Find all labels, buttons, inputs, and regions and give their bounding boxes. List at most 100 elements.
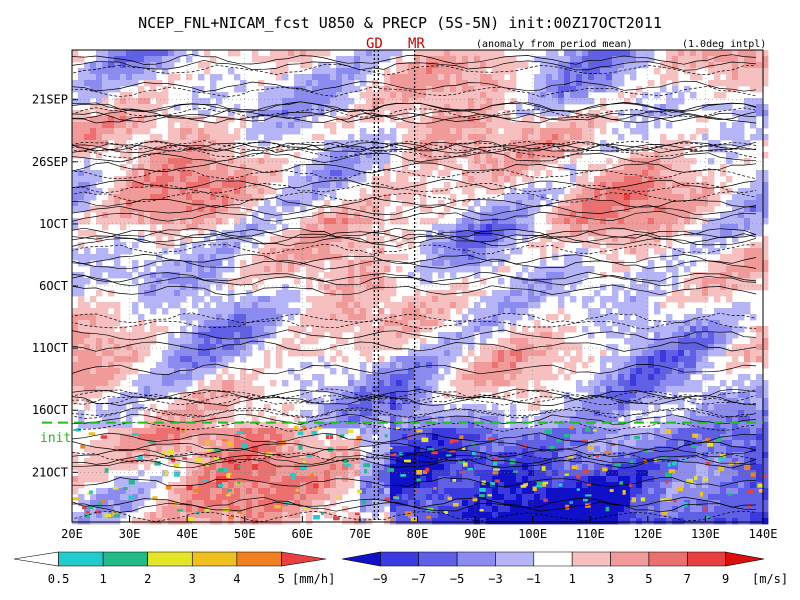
u850-cell [708, 170, 715, 177]
u850-cell [198, 380, 205, 387]
u850-cell [726, 188, 733, 195]
u850-cell [738, 80, 745, 87]
u850-cell [222, 368, 229, 375]
u850-cell [582, 56, 589, 63]
u850-cell [432, 254, 439, 261]
u850-cell [78, 110, 85, 117]
u850-cell [366, 392, 373, 399]
u850-cell [318, 404, 325, 411]
u850-cell [108, 80, 115, 87]
u850-cell [636, 404, 643, 411]
u850-cell [252, 176, 259, 183]
u850-cell [138, 62, 145, 69]
u850-cell [396, 362, 403, 369]
u850-cell [642, 164, 649, 171]
u850-cell [738, 404, 745, 411]
u850-cell [486, 122, 493, 129]
u850-cell [726, 134, 733, 141]
u850-cell [756, 74, 763, 81]
u850-cell [624, 362, 631, 369]
u850-cell [528, 332, 535, 339]
u850-cell [360, 92, 367, 99]
u850-cell [762, 260, 769, 267]
u850-cell [318, 374, 325, 381]
u850-cell [408, 170, 415, 177]
u850-cell [108, 344, 115, 351]
u850-cell [564, 404, 571, 411]
u850-cell [558, 308, 565, 315]
u850-cell [498, 338, 505, 345]
u850-cell [672, 230, 679, 237]
u850-cell [150, 260, 157, 267]
u850-cell [762, 350, 769, 357]
u850-cell [306, 308, 313, 315]
u850-cell [90, 326, 97, 333]
u850-cell [318, 98, 325, 105]
u850-cell [276, 104, 283, 111]
u850-cell [162, 200, 169, 207]
u850-cell [492, 368, 499, 375]
u850-cell [378, 290, 385, 297]
u850-cell [438, 122, 445, 129]
u850-cell [594, 74, 601, 81]
u850-cell [486, 254, 493, 261]
u850-cell [192, 368, 199, 375]
u850-cell [132, 50, 139, 57]
u850-cell [414, 146, 421, 153]
u850-cell [264, 362, 271, 369]
u850-cell [300, 224, 307, 231]
u850-cell [462, 248, 469, 255]
u850-cell [228, 176, 235, 183]
u850-cell [144, 386, 151, 393]
u850-cell [438, 266, 445, 273]
u850-cell [246, 134, 253, 141]
u850-cell [390, 50, 397, 57]
u850-cell [630, 338, 637, 345]
u850-cell [216, 404, 223, 411]
u850-cell [672, 398, 679, 405]
u850-cell [744, 344, 751, 351]
u850-cell [642, 392, 649, 399]
u850-cell [552, 158, 559, 165]
u850-cell [360, 284, 367, 291]
u850-cell [408, 74, 415, 81]
u850-cell [642, 194, 649, 201]
u850-cell [138, 116, 145, 123]
u850-cell [312, 350, 319, 357]
u850-cell [618, 260, 625, 267]
u850-cell [252, 218, 259, 225]
u850-cell [396, 68, 403, 75]
u850-cell [438, 140, 445, 147]
u850-cell [204, 290, 211, 297]
u850-cell [126, 338, 133, 345]
u850-cell [660, 140, 667, 147]
u850-cell [228, 164, 235, 171]
u850-cell [444, 170, 451, 177]
u850-cell [372, 152, 379, 159]
u850-cell [486, 356, 493, 363]
u850-cell [120, 374, 127, 381]
u850-cell [312, 230, 319, 237]
u850-cell [396, 368, 403, 375]
u850-cell [234, 200, 241, 207]
u850-cell [138, 344, 145, 351]
u850-cell [216, 146, 223, 153]
u850-cell [708, 158, 715, 165]
u850-cell [390, 254, 397, 261]
u850-cell [186, 314, 193, 321]
u850-cell [240, 320, 247, 327]
u850-cell [534, 140, 541, 147]
u850-cell [654, 146, 661, 153]
u850-cell [684, 266, 691, 273]
u850-cell [150, 176, 157, 183]
u850-cell [474, 86, 481, 93]
u850-cell [420, 146, 427, 153]
u850-cell [132, 206, 139, 213]
u850-cell [594, 50, 601, 57]
u850-cell [144, 104, 151, 111]
u850-cell [228, 308, 235, 315]
u850-cell [408, 314, 415, 321]
u850-cell [426, 374, 433, 381]
u850-cell [408, 320, 415, 327]
u850-cell [450, 344, 457, 351]
